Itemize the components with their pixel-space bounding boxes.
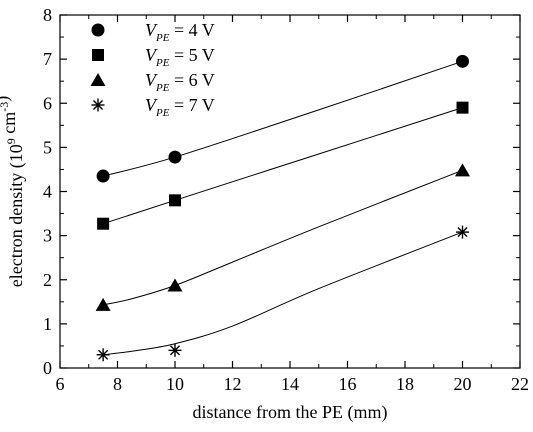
x-tick-label: 22	[511, 374, 529, 394]
y-tick-label: 1	[43, 314, 52, 334]
x-tick-label: 6	[56, 374, 65, 394]
legend-label: VPE = 6 V	[145, 70, 215, 94]
y-tick-label: 4	[43, 182, 52, 202]
y-tick-label: 5	[43, 137, 52, 157]
fit-line	[102, 60, 463, 177]
fit-line	[103, 231, 463, 356]
legend-label: VPE = 5 V	[145, 45, 215, 69]
x-axis-title: distance from the PE (mm)	[193, 402, 388, 423]
data-point	[456, 54, 469, 68]
y-tick-label: 8	[43, 5, 52, 25]
data-point	[167, 278, 183, 292]
series-square	[97, 101, 469, 230]
y-tick-label: 0	[43, 358, 52, 378]
y-axis-title: electron density (109 cm-3)	[0, 96, 27, 287]
data-point	[455, 163, 470, 177]
data-point	[168, 343, 182, 357]
legend-marker	[92, 49, 104, 61]
data-point	[456, 225, 469, 239]
legend-label: VPE = 4 V	[145, 20, 215, 44]
x-tick-label: 10	[166, 374, 184, 394]
data-point	[169, 194, 181, 207]
y-tick-label: 7	[43, 49, 52, 69]
data-point	[456, 101, 469, 114]
y-tick-label: 2	[43, 270, 52, 290]
series-circle	[96, 54, 469, 183]
data-point	[96, 348, 110, 362]
x-tick-label: 14	[281, 374, 299, 394]
legend-marker	[90, 73, 106, 86]
fit-line	[102, 107, 463, 225]
x-tick-label: 8	[113, 374, 122, 394]
plot-frame	[59, 14, 521, 369]
x-tick-label: 12	[224, 374, 242, 394]
legend-marker	[91, 23, 105, 37]
series-asterisk	[96, 225, 469, 362]
legend-label: VPE = 7 V	[145, 95, 215, 119]
data-point	[97, 217, 110, 230]
data-point	[95, 297, 111, 311]
y-tick-label: 6	[43, 93, 52, 113]
x-tick-label: 16	[339, 374, 357, 394]
data-point	[168, 150, 182, 164]
x-tick-label: 20	[454, 374, 472, 394]
legend-marker	[91, 98, 105, 112]
y-tick-label: 3	[43, 226, 52, 246]
fit-line	[103, 169, 463, 306]
series-triangle	[95, 163, 470, 311]
data-point	[96, 169, 110, 183]
x-tick-label: 18	[396, 374, 414, 394]
